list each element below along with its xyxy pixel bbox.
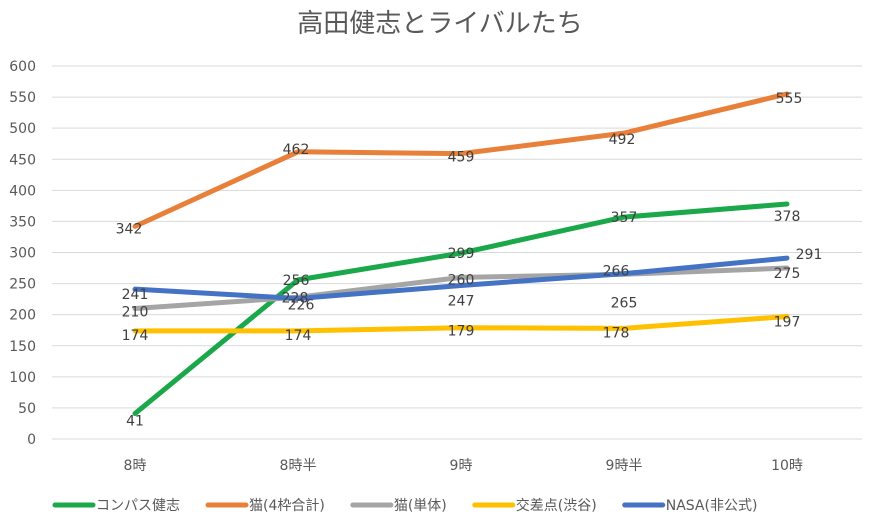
series-line <box>132 255 790 302</box>
data-label: 241 <box>122 287 149 303</box>
chart-title: 高田健志とライバルたち <box>297 9 582 39</box>
legend-item-label: NASA(非公式) <box>666 498 758 514</box>
y-tick-label: 150 <box>9 339 36 355</box>
legend-item-label: コンパス健志 <box>96 498 180 514</box>
y-tick-label: 350 <box>9 214 36 230</box>
data-label: 266 <box>603 264 630 280</box>
y-tick-label: 0 <box>27 432 36 448</box>
series-line <box>132 91 790 229</box>
data-label: 210 <box>122 304 149 320</box>
y-tick-label: 450 <box>9 152 36 168</box>
legend-item-label: 猫(4枠合計) <box>249 498 325 514</box>
data-label: 492 <box>609 132 636 148</box>
data-label: 197 <box>774 315 801 331</box>
series-line <box>132 314 790 334</box>
y-axis-ticks: 0 50 100 150 200 250 300 350 400 450 500 550 600 <box>9 59 36 448</box>
data-label: 291 <box>796 247 823 263</box>
y-tick-label: 300 <box>9 246 36 262</box>
data-label: 299 <box>448 246 475 262</box>
data-label: 555 <box>776 91 803 107</box>
x-axis-ticks: 8時 8時半 9時 9時半 10時 <box>124 458 803 474</box>
data-labels: 41 256 299 357 378 342 462 459 492 555 210 228 260 26… <box>116 91 823 430</box>
y-tick-label: 100 <box>9 370 36 386</box>
data-label: 226 <box>288 298 315 314</box>
data-label: 260 <box>448 272 475 288</box>
data-label: 247 <box>448 293 475 309</box>
y-tick-label: 600 <box>9 59 36 75</box>
data-label: 378 <box>774 209 801 225</box>
y-tick-label: 550 <box>9 90 36 106</box>
data-label: 174 <box>122 328 149 344</box>
x-tick-label: 9時 <box>450 458 473 474</box>
data-label: 174 <box>285 328 312 344</box>
x-tick-label: 8時半 <box>280 458 317 474</box>
data-label: 462 <box>283 142 310 158</box>
data-label: 256 <box>283 273 310 289</box>
legend-item-label: 交差点(渋谷) <box>516 497 597 514</box>
data-label: 275 <box>774 266 801 282</box>
data-label: 228 <box>282 290 309 306</box>
data-label: 41 <box>126 414 144 430</box>
data-label: 342 <box>116 221 143 237</box>
y-tick-label: 400 <box>9 183 36 199</box>
legend: コンパス健志 猫(4枠合計) 猫(単体) 交差点(渋谷) NASA(非公式) <box>52 497 758 514</box>
data-label: 459 <box>448 150 475 166</box>
series-line <box>132 265 790 311</box>
data-label: 178 <box>603 325 630 341</box>
data-label: 265 <box>611 295 638 311</box>
x-tick-label: 8時 <box>124 458 147 474</box>
data-label: 357 <box>611 210 638 226</box>
y-tick-label: 50 <box>18 401 36 417</box>
y-tick-label: 250 <box>9 277 36 293</box>
legend-item-label: 猫(単体) <box>394 498 447 514</box>
y-tick-label: 200 <box>9 308 36 324</box>
data-label: 179 <box>448 324 475 340</box>
series-lines <box>132 91 790 417</box>
series-line <box>132 201 790 417</box>
x-tick-label: 9時半 <box>606 458 643 474</box>
y-tick-label: 500 <box>9 121 36 137</box>
x-tick-label: 10時 <box>771 458 803 474</box>
